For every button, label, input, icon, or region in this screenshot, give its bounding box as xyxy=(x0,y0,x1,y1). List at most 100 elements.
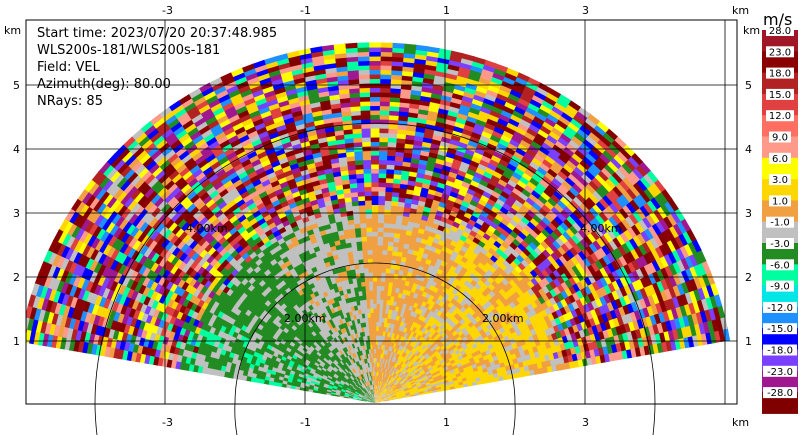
sweep-gate xyxy=(700,297,710,311)
sweep-gate xyxy=(373,321,377,327)
sweep-gate xyxy=(627,281,637,294)
sweep-gate xyxy=(419,378,425,382)
sweep-gate xyxy=(625,250,636,262)
sweep-gate xyxy=(430,383,437,388)
sweep-gate xyxy=(377,208,385,215)
sweep-gate xyxy=(611,279,621,291)
sweep-gate xyxy=(412,384,418,389)
sweep-gate xyxy=(669,317,678,331)
sweep-gate xyxy=(620,241,631,254)
sweep-gate xyxy=(568,284,577,295)
sweep-gate xyxy=(693,263,703,278)
sweep-gate xyxy=(662,241,673,255)
sweep-gate xyxy=(376,280,381,287)
sweep-gate xyxy=(369,123,380,129)
sweep-gate xyxy=(371,217,378,223)
sweep-gate xyxy=(515,371,522,378)
sweep-gate xyxy=(523,364,530,372)
sweep-gate xyxy=(377,231,384,237)
sweep-gate xyxy=(517,361,525,368)
sweep-gate xyxy=(428,377,435,382)
sweep-gate xyxy=(579,295,588,306)
sweep-gate xyxy=(667,250,678,264)
sweep-gate xyxy=(414,390,420,394)
sweep-gate xyxy=(376,262,382,269)
sweep-gate xyxy=(619,285,628,297)
sweep-gate xyxy=(429,379,435,384)
sweep-gate xyxy=(683,302,692,316)
sweep-gate xyxy=(492,372,499,378)
sweep-gate xyxy=(573,315,581,325)
sweep-gate xyxy=(637,243,648,256)
sweep-gate xyxy=(372,289,377,295)
sweep-gate xyxy=(383,398,389,401)
sweep-gate xyxy=(579,268,589,279)
sweep-gate xyxy=(595,278,605,289)
sweep-gate xyxy=(666,238,677,253)
sweep-gate xyxy=(432,365,439,371)
sweep-gate xyxy=(382,395,388,399)
sweep-gate xyxy=(439,367,445,373)
sweep-gate xyxy=(605,251,616,263)
sweep-gate xyxy=(422,374,428,379)
sweep-gate xyxy=(603,319,612,330)
sweep-gate xyxy=(632,234,643,247)
sweep-gate xyxy=(373,330,377,336)
sweep-gate xyxy=(373,325,377,331)
sweep-gate xyxy=(655,290,665,303)
sweep-gate xyxy=(396,395,402,398)
sweep-gate xyxy=(383,397,389,400)
sweep-gate xyxy=(427,374,433,379)
sweep-gate xyxy=(646,249,657,263)
sweep-gate xyxy=(633,245,644,258)
sweep-gate xyxy=(673,207,685,222)
sweep-gate xyxy=(676,258,686,272)
sweep-gate xyxy=(571,282,581,293)
sweep-gate xyxy=(378,397,384,401)
sweep-gate xyxy=(414,393,420,396)
sweep-gate xyxy=(453,367,460,372)
sweep-gate xyxy=(689,323,697,337)
sweep-gate xyxy=(427,390,434,394)
sweep-gate xyxy=(382,395,387,399)
sweep-gate xyxy=(705,295,714,310)
sweep-gate xyxy=(379,308,383,314)
sweep-gate xyxy=(695,310,704,324)
sweep-gate xyxy=(414,378,420,383)
sweep-gate xyxy=(372,262,378,268)
sweep-gate xyxy=(408,389,415,393)
sweep-gate xyxy=(455,372,462,378)
sweep-gate xyxy=(680,325,689,339)
sweep-gate xyxy=(622,252,632,265)
sweep-gate xyxy=(367,267,373,273)
sweep-gate xyxy=(634,298,643,311)
sweep-gate xyxy=(368,100,380,107)
sweep-gate xyxy=(417,386,423,390)
sweep-gate xyxy=(374,357,376,363)
sweep-gate xyxy=(374,361,376,367)
sweep-gate xyxy=(567,275,577,286)
sweep-gate xyxy=(368,64,381,71)
sweep-gate xyxy=(598,295,608,306)
sweep-gate xyxy=(613,246,624,259)
sweep-gate xyxy=(371,240,378,246)
sweep-gate xyxy=(671,295,681,309)
sweep-gate xyxy=(404,389,410,393)
sweep-gate xyxy=(391,392,396,396)
sweep-gate xyxy=(664,226,676,241)
sweep-gate xyxy=(423,389,429,393)
sweep-gate xyxy=(369,109,380,116)
sweep-gate xyxy=(647,283,657,296)
sweep-gate xyxy=(374,366,376,372)
sweep-gate xyxy=(375,339,379,345)
sweep-gate xyxy=(391,394,397,397)
sweep-gate xyxy=(365,226,373,233)
sweep-gate xyxy=(401,396,407,399)
sweep-gate xyxy=(418,376,424,381)
sweep-gate xyxy=(396,393,402,397)
sweep-gate xyxy=(442,377,449,382)
sweep-gate xyxy=(434,367,440,373)
sweep-gate xyxy=(596,313,605,324)
sweep-gate xyxy=(425,370,431,375)
sweep-gate xyxy=(658,243,669,257)
